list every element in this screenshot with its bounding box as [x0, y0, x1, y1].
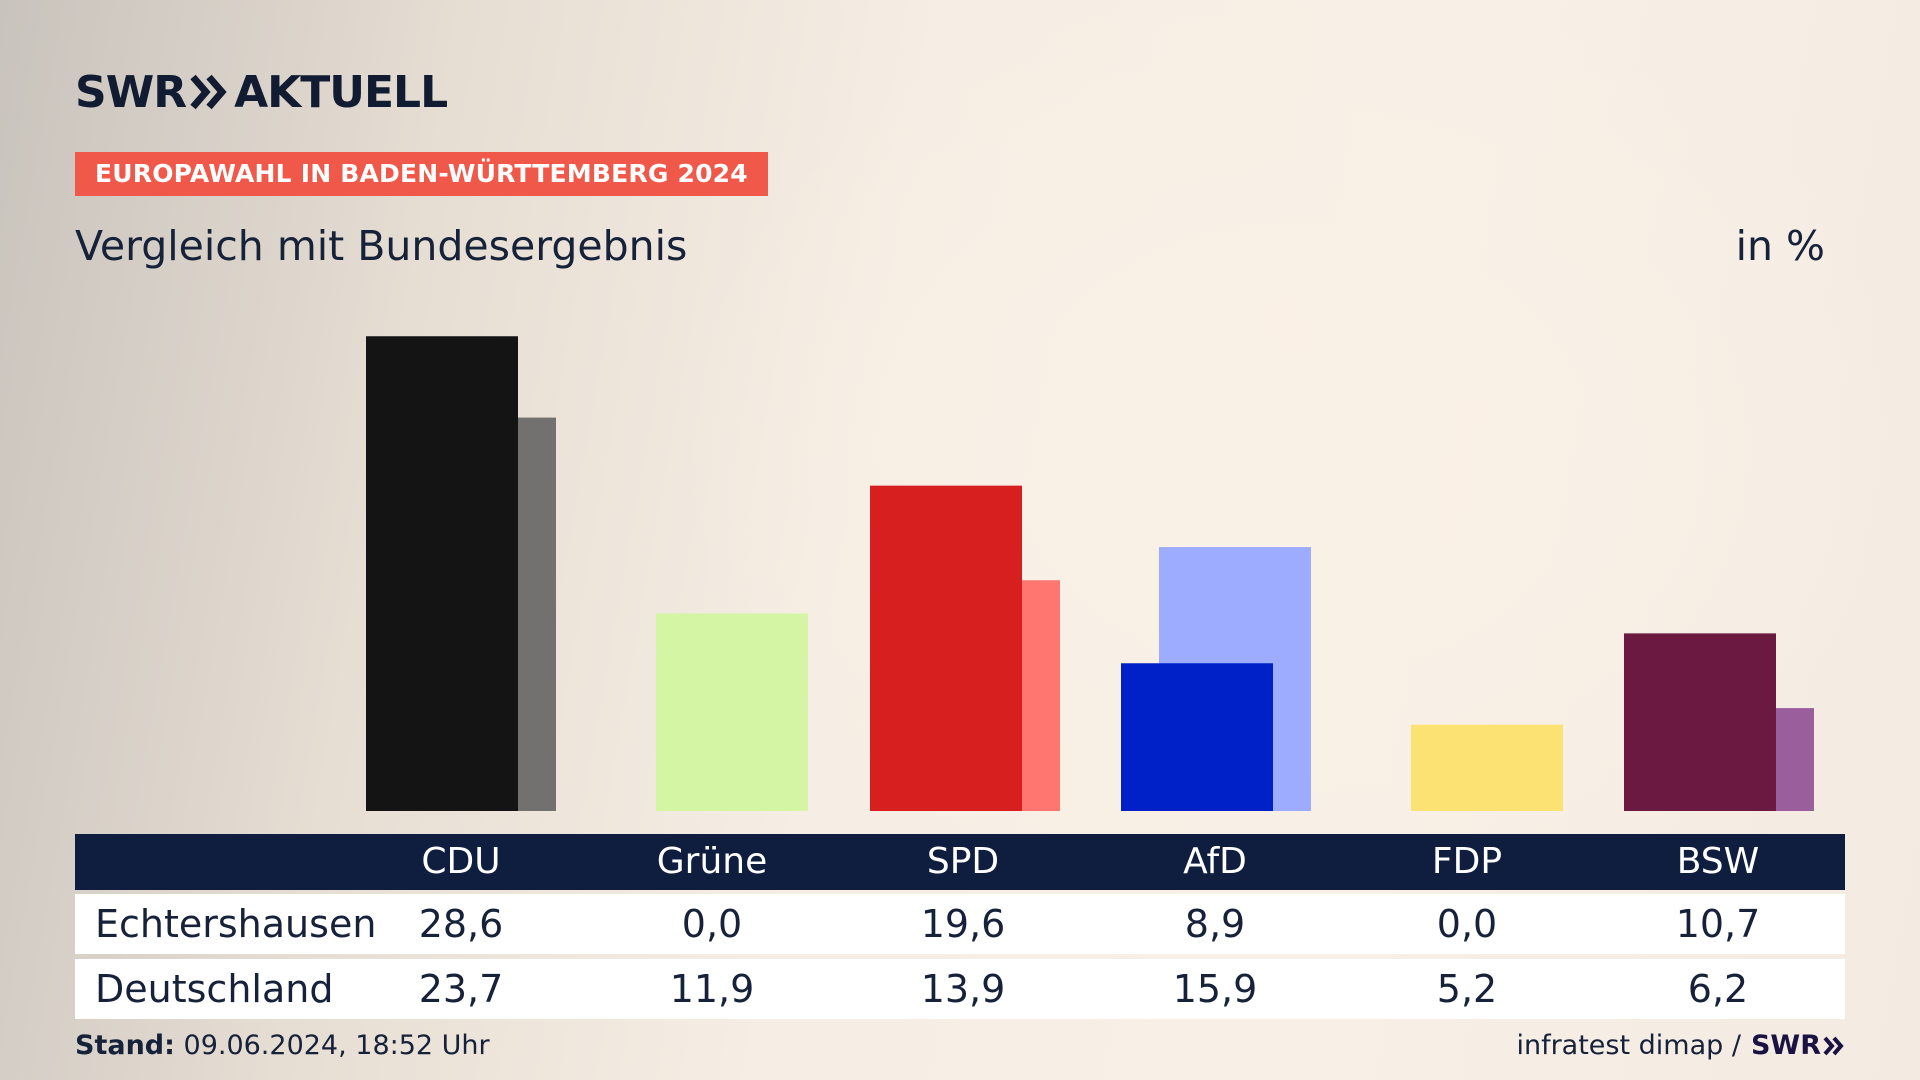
table-cell: 23,7: [418, 967, 504, 1011]
source-credit: infratest dimap / SWR: [1516, 1030, 1845, 1061]
bar-deutschland-cdu: [518, 417, 556, 811]
row-label: Echtershausen: [95, 902, 377, 946]
unit-label: in %: [1735, 222, 1825, 270]
bar-echtershausen-spd: [870, 485, 1022, 811]
column-header: FDP: [1431, 841, 1503, 882]
table-cell: 5,2: [1436, 967, 1498, 1011]
stand-value: 09.06.2024, 18:52 Uhr: [183, 1030, 490, 1061]
bar-echtershausen-cdu: [366, 336, 518, 811]
table-header: CDU Grüne SPD AfD FDP BSW: [75, 834, 1845, 890]
table-cell: 0,0: [1436, 902, 1498, 946]
chart-subtitle: Vergleich mit Bundesergebnis: [75, 222, 688, 270]
table-cell: 28,6: [418, 902, 504, 946]
column-header: CDU: [421, 841, 501, 882]
table-cell: 13,9: [920, 967, 1006, 1011]
table-cell: 11,9: [669, 967, 755, 1011]
column-header: BSW: [1676, 841, 1760, 882]
stand-label: Stand:: [75, 1030, 175, 1061]
bar-echtershausen-bsw: [1624, 633, 1776, 811]
table-cell: 8,9: [1184, 902, 1246, 946]
source-brand: SWR: [1750, 1030, 1821, 1061]
double-chevron-icon: [190, 74, 227, 110]
bar-chart: [366, 336, 1814, 811]
bar-deutschland-fdp: [1411, 724, 1563, 811]
table-cell: 10,7: [1675, 902, 1761, 946]
bar-deutschland-spd: [1022, 580, 1060, 811]
table-cell: 15,9: [1172, 967, 1258, 1011]
table-row-deutschland: Deutschland 23,7 11,9 13,9 15,9 5,2 6,2: [75, 959, 1845, 1019]
bar-echtershausen-afd: [1121, 663, 1273, 811]
column-header: Grüne: [656, 841, 768, 882]
table-cell: 6,2: [1687, 967, 1749, 1011]
swr-aktuell-logo: SWR AKTUELL: [75, 67, 448, 118]
logo-aktuell-text: AKTUELL: [234, 66, 448, 118]
table-cell: 0,0: [681, 902, 743, 946]
bar-deutschland-grüne: [656, 613, 808, 811]
results-table: CDU Grüne SPD AfD FDP BSW Echtershausen 28,6 0…: [75, 834, 1845, 1019]
source-text: infratest dimap /: [1516, 1030, 1741, 1061]
election-tag: EUROPAWAHL IN BADEN-WÜRTTEMBERG 2024: [75, 152, 768, 196]
double-chevron-icon: [1823, 1036, 1844, 1055]
column-header: AfD: [1183, 841, 1247, 882]
table-row-echtershausen: Echtershausen 28,6 0,0 19,6 8,9 0,0 10,7: [75, 894, 1845, 954]
timestamp: Stand: 09.06.2024, 18:52 Uhr: [75, 1030, 490, 1061]
column-header: SPD: [926, 841, 1000, 882]
logo-swr-text: SWR: [75, 66, 187, 118]
table-cell: 19,6: [920, 902, 1006, 946]
row-label: Deutschland: [95, 967, 334, 1011]
bar-deutschland-bsw: [1776, 708, 1814, 811]
